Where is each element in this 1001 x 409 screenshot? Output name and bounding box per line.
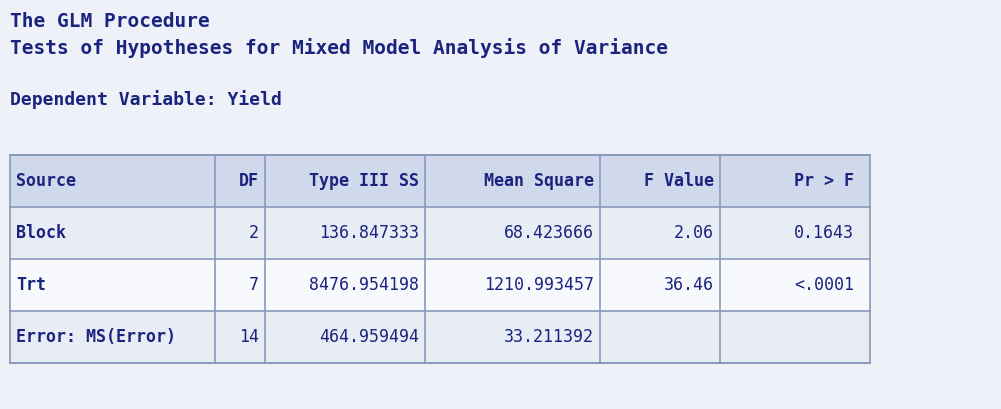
Text: 2: 2 — [249, 224, 259, 242]
Bar — [10, 259, 870, 311]
Text: 14: 14 — [239, 328, 259, 346]
Text: Error: MS(Error): Error: MS(Error) — [16, 328, 176, 346]
Text: F Value: F Value — [644, 172, 714, 190]
Text: 68.423666: 68.423666 — [504, 224, 594, 242]
Text: 7: 7 — [249, 276, 259, 294]
Text: Pr > F: Pr > F — [794, 172, 854, 190]
Text: Type III SS: Type III SS — [309, 172, 419, 190]
Text: Trt: Trt — [16, 276, 46, 294]
Text: 8476.954198: 8476.954198 — [309, 276, 419, 294]
Text: 464.959494: 464.959494 — [319, 328, 419, 346]
Text: Tests of Hypotheses for Mixed Model Analysis of Variance: Tests of Hypotheses for Mixed Model Anal… — [10, 38, 668, 58]
Text: 33.211392: 33.211392 — [504, 328, 594, 346]
Text: Dependent Variable: Yield: Dependent Variable: Yield — [10, 90, 282, 109]
Text: Block: Block — [16, 224, 66, 242]
Text: Mean Square: Mean Square — [484, 172, 594, 190]
Text: 1210.993457: 1210.993457 — [484, 276, 594, 294]
Text: Source: Source — [16, 172, 76, 190]
Text: <.0001: <.0001 — [794, 276, 854, 294]
Bar — [10, 311, 870, 363]
Bar — [10, 155, 870, 207]
Text: 136.847333: 136.847333 — [319, 224, 419, 242]
Text: 0.1643: 0.1643 — [794, 224, 854, 242]
Text: The GLM Procedure: The GLM Procedure — [10, 12, 210, 31]
Text: DF: DF — [239, 172, 259, 190]
Text: 36.46: 36.46 — [664, 276, 714, 294]
Bar — [10, 207, 870, 259]
Text: 2.06: 2.06 — [674, 224, 714, 242]
Bar — [10, 155, 870, 363]
